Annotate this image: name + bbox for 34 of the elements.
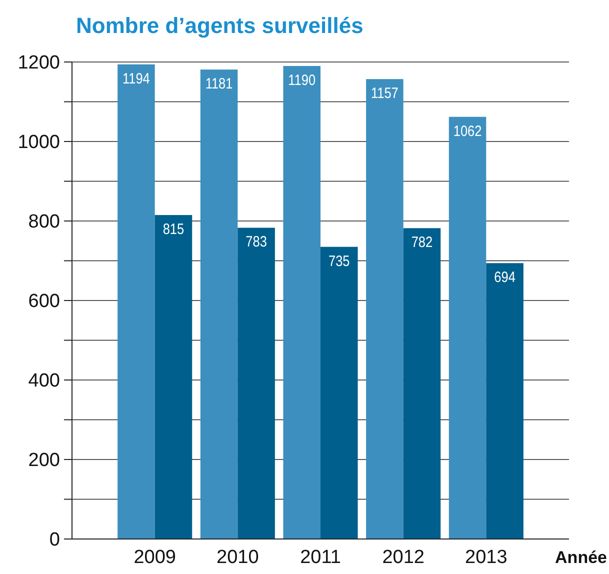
- y-tick-label: 1000: [18, 132, 60, 154]
- x-tick-label: 2012: [382, 547, 424, 568]
- x-tick-label: 2009: [134, 547, 176, 568]
- data-label: 1062: [453, 122, 482, 140]
- x-tick-label: 2013: [465, 547, 508, 568]
- data-label: 815: [162, 220, 184, 238]
- y-tick-label: 1200: [18, 52, 60, 74]
- x-tick-label: 2010: [216, 547, 259, 568]
- data-label: 694: [494, 268, 516, 286]
- data-label: 1190: [288, 70, 316, 88]
- bar: [200, 70, 238, 539]
- y-tick-label: 200: [28, 450, 60, 472]
- x-tick-label: 2011: [300, 547, 341, 568]
- bar: [320, 246, 358, 539]
- bar: [366, 79, 404, 539]
- bar: [118, 64, 155, 539]
- bar: [403, 228, 441, 539]
- y-tick-label: 0: [49, 530, 60, 551]
- bar: [154, 215, 192, 539]
- data-label: 735: [328, 252, 350, 270]
- y-tick-label: 800: [28, 212, 60, 233]
- data-label: 1194: [122, 69, 150, 87]
- y-tick-label: 600: [28, 291, 60, 312]
- data-label: 1157: [371, 84, 399, 102]
- data-label: 782: [411, 233, 433, 250]
- bar: [238, 228, 275, 539]
- data-label: 783: [246, 232, 268, 250]
- y-tick-label: 400: [28, 370, 60, 392]
- x-axis-title: Année: [555, 548, 607, 567]
- chart-title: Nombre d’agents surveillés: [76, 13, 364, 38]
- bar: [486, 263, 524, 539]
- bar: [283, 66, 320, 539]
- data-label: 1181: [205, 74, 233, 92]
- bar: [448, 116, 486, 539]
